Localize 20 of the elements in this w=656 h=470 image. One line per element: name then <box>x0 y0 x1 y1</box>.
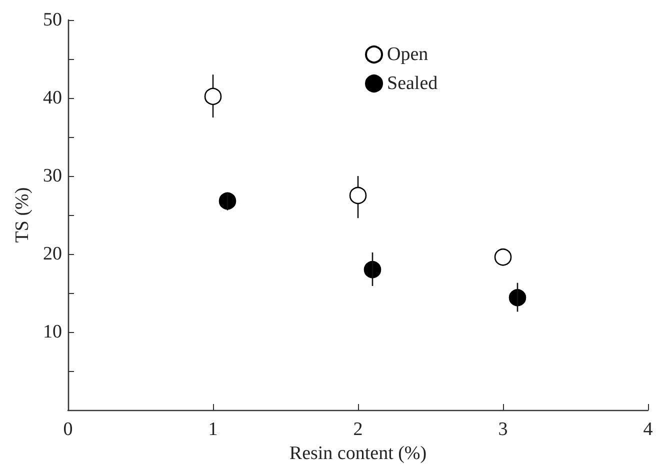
y-axis-title: TS (%) <box>12 187 33 243</box>
point <box>494 248 512 266</box>
x-tick-label: 3 <box>498 419 508 440</box>
y-tick-label: 20 <box>43 244 62 264</box>
legend-label: Open <box>387 44 429 65</box>
point <box>364 260 382 278</box>
legend-label: Sealed <box>387 73 438 94</box>
y-tick-label: 10 <box>43 322 62 342</box>
point <box>508 289 526 306</box>
point <box>218 192 236 210</box>
x-tick-label: 0 <box>63 419 73 440</box>
point <box>349 186 367 204</box>
point <box>204 88 222 106</box>
x-tick-label: 4 <box>643 419 654 440</box>
x-tick-label: 2 <box>353 419 363 440</box>
x-axis-title: Resin content (%) <box>289 443 427 464</box>
y-tick-label: 50 <box>43 10 62 30</box>
x-tick-label: 1 <box>208 419 218 440</box>
y-tick-label: 30 <box>43 166 62 186</box>
y-tick-label: 40 <box>43 88 62 108</box>
